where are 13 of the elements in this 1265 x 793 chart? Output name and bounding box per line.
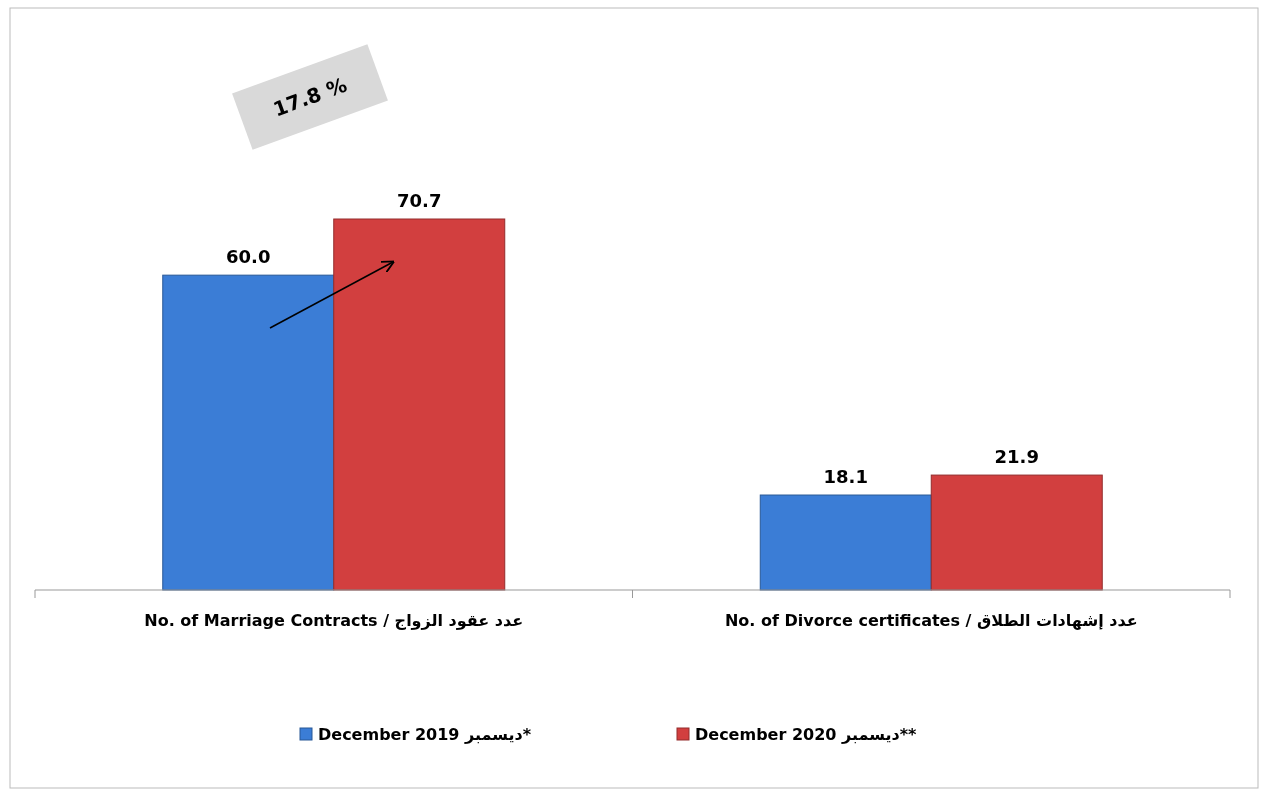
- bar: [759, 494, 932, 591]
- legend-label: December 2019 ديسمبر*: [318, 725, 532, 744]
- x-tick-label: No. of Divorce certificates / عدد إشهادات الطلاق: [724, 611, 1138, 630]
- data-label: 60.0: [226, 246, 271, 268]
- bar: [930, 474, 1103, 591]
- data-label: 18.1: [823, 466, 868, 488]
- bar: [162, 274, 335, 591]
- data-label: 70.7: [397, 190, 442, 211]
- x-tick-label: No. of Marriage Contracts / عدد عقود الزواج: [144, 611, 524, 630]
- data-label: 21.9: [994, 446, 1039, 468]
- text: 17.8 %: [270, 72, 350, 122]
- legend-label: December 2020 ديسمبر**: [695, 725, 918, 744]
- bar: [333, 218, 506, 591]
